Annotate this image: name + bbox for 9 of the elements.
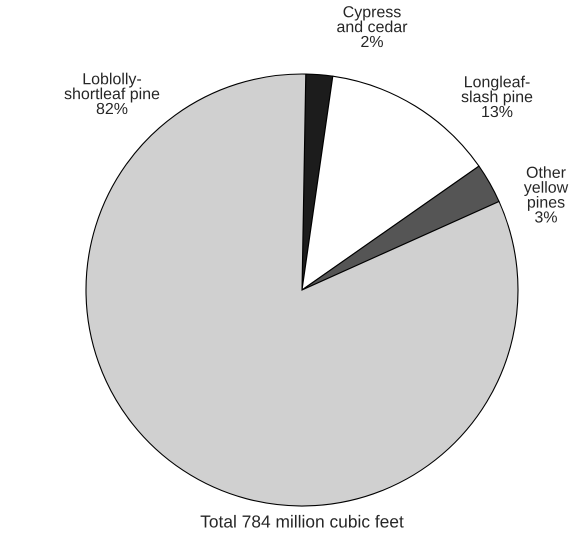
data-label: 13% (482, 106, 512, 118)
slice-label: Longleaf- slash pine (461, 76, 532, 106)
data-label: 2% (361, 36, 383, 48)
slice-label: Cypress and cedar (337, 6, 408, 32)
slice-label: Other yellow pines (524, 166, 568, 211)
data-label: 3% (535, 211, 557, 223)
text: Total 784 million cubic feet (200, 514, 404, 528)
data-label: 82% (96, 102, 128, 114)
slice-label: Loblolly- shortleaf pine (64, 72, 160, 102)
